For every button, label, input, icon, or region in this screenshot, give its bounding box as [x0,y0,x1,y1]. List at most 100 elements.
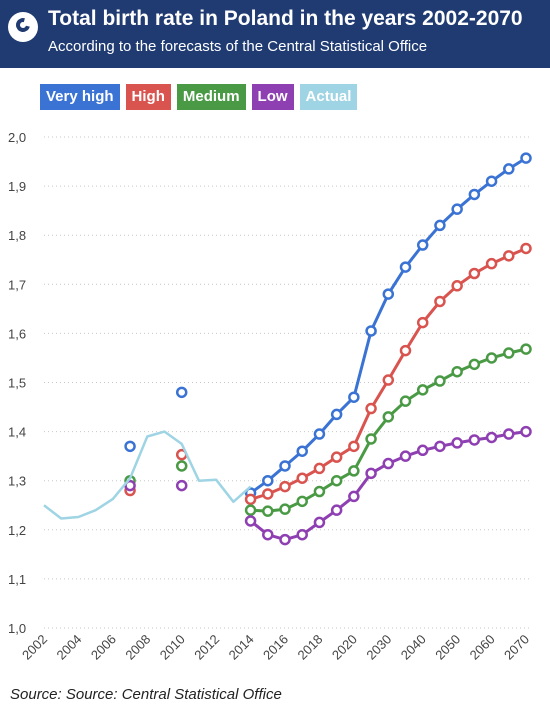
data-point [330,451,343,463]
data-point [503,428,515,440]
data-point [416,316,429,329]
y-tick-label: 1,9 [8,179,26,194]
data-point [451,203,463,215]
x-tick-label: 2002 [19,632,50,663]
y-tick-label: 2,0 [8,130,26,145]
data-point [175,386,188,399]
x-tick-label: 2020 [329,632,360,663]
y-tick-label: 1,3 [8,474,26,489]
x-tick-label: 2060 [467,632,498,663]
x-tick-label: 2004 [53,632,84,663]
data-point [365,467,377,480]
data-point [451,280,463,292]
data-point [296,445,308,457]
data-point [399,450,412,462]
data-point [434,440,446,453]
data-point [175,460,188,472]
y-tick-label: 1,1 [8,572,26,587]
x-tick-label: 2014 [226,632,257,663]
data-point [382,411,395,423]
data-point [485,257,498,270]
data-point [382,374,395,386]
data-point [416,384,429,396]
data-point [399,344,412,357]
legend-item-actual[interactable]: Actual [299,84,358,110]
data-point [279,503,291,515]
data-point [485,175,498,187]
data-point [279,460,291,472]
y-tick-label: 1,0 [8,621,26,636]
series-line-actual [43,430,252,520]
legend-item-very-high[interactable]: Very high [40,84,120,110]
data-point [434,219,446,232]
data-point [296,472,308,484]
legend-item-high[interactable]: High [125,84,171,110]
data-point [365,402,377,415]
data-point [520,343,532,355]
data-point [262,505,274,517]
x-tick-label: 2040 [398,632,429,663]
data-point [279,480,291,493]
data-point [262,474,274,487]
data-point [451,437,463,449]
data-point [262,488,274,500]
y-tick-label: 1,7 [8,277,26,292]
data-point [451,365,463,378]
data-point [348,465,360,477]
data-point [503,347,515,359]
data-point [244,504,257,516]
x-tick-label: 2070 [501,632,532,663]
y-tick-label: 1,8 [8,228,26,243]
data-point [503,163,515,175]
data-point [520,425,532,438]
data-point [348,391,360,403]
data-point [330,504,343,516]
data-point [399,395,412,407]
data-point [416,444,429,457]
data-point [416,239,429,251]
data-point [434,375,446,387]
x-tick-label: 2006 [88,632,119,663]
data-point [279,533,291,546]
x-tick-label: 2030 [363,632,394,663]
x-tick-label: 2016 [260,632,291,663]
x-tick-label: 2008 [122,632,153,663]
data-point [520,242,532,255]
data-point [434,295,446,308]
data-point [330,408,343,421]
series-line-low [249,430,527,542]
logo-icon [8,12,38,42]
data-point [330,474,343,487]
data-point [313,485,326,498]
y-tick-label: 1,4 [8,425,26,440]
data-point [244,515,257,527]
x-tick-label: 2050 [432,632,463,663]
data-point [468,267,481,280]
data-point [503,250,515,262]
y-tick-label: 1,6 [8,326,26,341]
data-point [485,352,498,364]
legend: Very high High Medium Low Actual [40,84,358,110]
data-point [365,433,377,445]
legend-item-low[interactable]: Low [251,84,294,110]
legend-item-medium[interactable]: Medium [176,84,246,110]
data-point [262,528,274,541]
data-point [313,462,326,475]
data-point [468,434,481,446]
data-point [468,358,481,371]
data-point [520,152,532,164]
data-point [313,428,326,440]
y-tick-label: 1,5 [8,376,26,391]
data-point [124,440,136,453]
data-point [348,440,360,453]
series-line-very-high [249,156,527,495]
data-point [124,479,136,492]
data-point [175,479,188,492]
data-point [244,493,257,506]
data-point [399,261,412,273]
data-point [348,490,360,503]
series-line-medium [250,347,527,513]
chart-subtitle: According to the forecasts of the Centra… [48,38,428,55]
x-tick-label: 2012 [191,632,222,663]
